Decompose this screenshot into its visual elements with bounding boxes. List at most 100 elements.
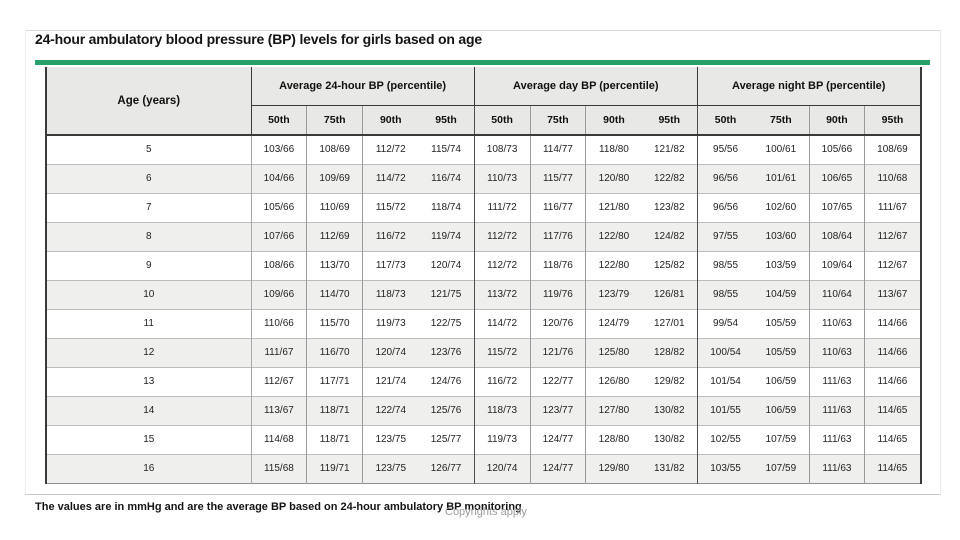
bp-value-cell: 108/73 [474, 135, 531, 164]
age-column-header: Age (years) [46, 67, 252, 136]
bp-value-cell: 104/66 [251, 163, 308, 193]
bp-value-cell: 108/69 [877, 144, 908, 156]
table-row: 11 110/66 115/70 119/73 122/75 114/72 120/76 12… [46, 308, 921, 338]
bp-value-cell: 106/65 [809, 163, 866, 193]
bp-value-cell: 128/82 [641, 337, 698, 367]
bp-value-cell: 124/77 [530, 424, 587, 454]
copyright-watermark: Copyrights apply [445, 506, 527, 518]
bp-value-cell: 125/77 [418, 424, 475, 454]
bp-value-cell: 114/65 [864, 395, 921, 425]
bp-value-cell: 116/72 [474, 366, 531, 396]
bp-value-cell: 110/66 [251, 308, 308, 338]
bp-value-cell: 122/74 [362, 395, 419, 425]
table-row: 13 112/67 117/71 121/74 124/76 116/72 122/77 12… [46, 366, 921, 396]
bp-value-cell: 119/76 [530, 279, 587, 309]
bp-value-cell: 111/63 [809, 366, 866, 396]
bp-value-cell: 128/80 [585, 424, 642, 454]
bp-value-cell: 131/82 [641, 453, 698, 483]
bp-value-cell: 120/76 [530, 308, 587, 338]
bp-value-cell: 109/66 [251, 279, 308, 309]
percentile-header: 75th [530, 105, 587, 136]
bp-value-cell: 114/70 [306, 279, 364, 309]
bp-value-cell: 110/63 [809, 308, 866, 338]
bp-value-cell: 113/70 [306, 250, 364, 280]
bp-value-cell: 126/80 [585, 366, 642, 396]
bp-value-cell: 115/68 [251, 453, 308, 483]
bp-value-cell: 120/80 [585, 163, 642, 193]
bp-value-cell: 117/76 [530, 221, 587, 251]
bp-value-cell: 116/74 [418, 163, 475, 193]
percentile-header-row: 50th 75th 90th 95th 50th 75th 90th 95th … [46, 105, 921, 136]
bp-value-cell: 125/76 [418, 395, 475, 425]
bp-value-cell: 105/59 [753, 337, 810, 367]
bp-value-cell: 101/54 [697, 366, 754, 396]
bp-value-cell: 119/74 [418, 221, 475, 251]
bp-value-cell: 123/75 [362, 424, 419, 454]
age-cell: 11 [46, 308, 252, 338]
bp-value-cell: 109/69 [306, 163, 364, 193]
bp-value-cell: 107/65 [809, 192, 866, 222]
bp-value-cell: 102/55 [697, 424, 754, 454]
percentile-header: 95th [418, 105, 475, 136]
bp-value-cell: 121/74 [362, 366, 419, 396]
bp-value-cell: 112/72 [375, 144, 406, 156]
bp-value-cell: 118/71 [306, 395, 364, 425]
bp-value-cell: 96/56 [697, 192, 754, 222]
bp-value-cell: 123/75 [362, 453, 419, 483]
age-cell: 15 [46, 424, 252, 454]
percentile-header: 50th [251, 105, 308, 136]
bp-value-cell: 107/59 [753, 424, 810, 454]
bp-value-cell: 115/70 [306, 308, 364, 338]
age-cell: 16 [46, 453, 252, 483]
bp-value-cell: 101/55 [697, 395, 754, 425]
bp-value-cell: 119/71 [306, 453, 364, 483]
bp-value-cell: 121/82 [641, 135, 698, 164]
table-row: 8 107/66 112/69 116/72 119/74 112/72 117/76 122… [46, 221, 921, 251]
bp-value-cell: 99/54 [697, 308, 754, 338]
bp-value-cell: 121/80 [585, 192, 642, 222]
bp-value-cell: 106/59 [753, 366, 810, 396]
bp-value-cell: 100/61 [753, 135, 810, 164]
table-row: 15 114/68 118/71 123/75 125/77 119/73 124/77 12… [46, 424, 921, 454]
green-accent-rule [35, 60, 930, 65]
bp-value-cell: 118/74 [418, 192, 475, 222]
page-title: 24-hour ambulatory blood pressure (BP) l… [35, 31, 482, 47]
bp-value-cell: 118/76 [530, 250, 587, 280]
table-row: 10 109/66 114/70 118/73 121/75 113/72 119/76 12… [46, 279, 921, 309]
bp-value-cell: 126/81 [641, 279, 698, 309]
bp-value-cell: 130/82 [641, 424, 698, 454]
bp-value-cell: 116/70 [306, 337, 364, 367]
bp-value-cell: 123/79 [585, 279, 642, 309]
bp-value-cell: 110/64 [809, 279, 866, 309]
age-cell: 5 [46, 135, 252, 164]
bp-value-cell: 105/66 [809, 135, 866, 164]
bp-value-cell: 105/66 [251, 192, 308, 222]
bp-value-cell: 111/67 [864, 192, 921, 222]
bp-value-cell: 120/74 [474, 453, 531, 483]
bp-value-cell: 113/67 [864, 279, 921, 309]
bp-value-cell: 111/63 [809, 395, 866, 425]
percentile-header: 90th [809, 105, 866, 136]
bp-value-cell: 111/63 [809, 453, 866, 483]
percentile-header: 90th [585, 105, 642, 136]
bp-value-cell: 115/72 [474, 337, 531, 367]
bp-value-cell: 123/76 [418, 337, 475, 367]
group-header-night: Average night BP (percentile) [697, 67, 921, 106]
bp-value-cell: 108/69 [306, 135, 364, 164]
bp-value-cell: 121/76 [530, 337, 587, 367]
bp-value-cell: 112/67 [864, 221, 921, 251]
percentile-header: 90th [362, 105, 419, 136]
percentile-header: 50th [474, 105, 531, 136]
bp-value-cell: 129/82 [641, 366, 698, 396]
age-cell: 6 [46, 163, 252, 193]
age-cell: 10 [46, 279, 252, 309]
bp-value-cell: 130/82 [641, 395, 698, 425]
bp-value-cell: 109/64 [809, 250, 866, 280]
percentile-header: 50th [697, 105, 754, 136]
bp-value-cell: 114/65 [864, 424, 921, 454]
bp-value-cell: 120/74 [418, 250, 475, 280]
bp-value-cell: 110/63 [809, 337, 866, 367]
bp-value-cell: 97/55 [697, 221, 754, 251]
bp-value-cell: 113/67 [251, 395, 308, 425]
table-row: 5 103/66 108/69 112/72 115/74 108/73 114/77 118… [46, 135, 921, 164]
